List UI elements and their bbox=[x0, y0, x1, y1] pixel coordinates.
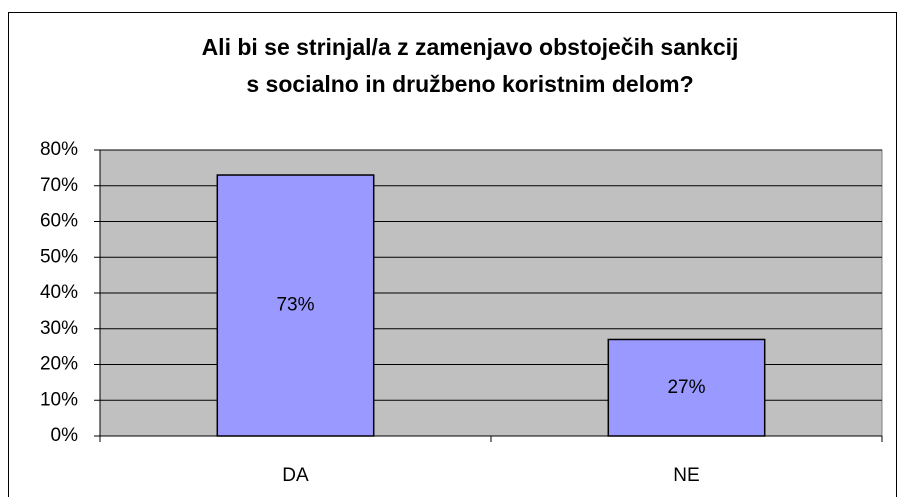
data-label: 73% bbox=[276, 295, 314, 316]
y-tick-label: 0% bbox=[51, 425, 79, 446]
y-tick-label: 50% bbox=[40, 246, 78, 267]
y-tick-label: 60% bbox=[40, 211, 78, 232]
data-label: 27% bbox=[667, 377, 705, 398]
y-tick-label: 20% bbox=[40, 354, 78, 375]
y-tick-label: 10% bbox=[40, 389, 78, 410]
x-tick-label: NE bbox=[673, 465, 699, 486]
bar bbox=[216, 174, 375, 437]
y-tick-label: 80% bbox=[40, 139, 78, 160]
chart-title: s socialno in družbeno koristnim delom? bbox=[246, 71, 693, 97]
bar bbox=[607, 338, 766, 437]
y-tick-label: 30% bbox=[40, 318, 78, 339]
y-tick-label: 70% bbox=[40, 175, 78, 196]
chart-title: Ali bi se strinjal/a z zamenjavo obstoje… bbox=[202, 34, 739, 60]
y-tick-label: 40% bbox=[40, 282, 78, 303]
x-tick-label: DA bbox=[282, 465, 309, 486]
